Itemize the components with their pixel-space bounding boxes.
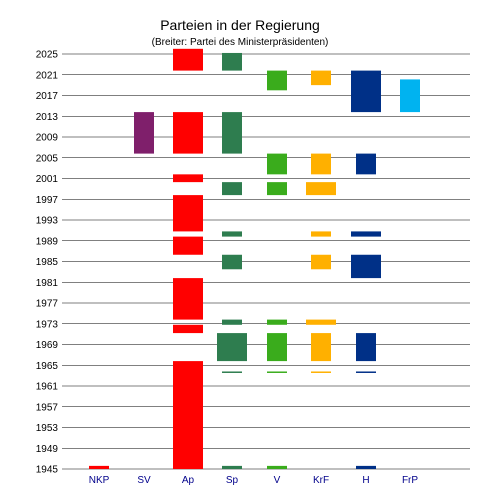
bar-h — [356, 333, 376, 362]
bar-v — [267, 182, 287, 196]
bar-h — [351, 231, 381, 237]
bar-sv — [134, 112, 154, 154]
y-axis-ticks: 1945 1949 1953 1957 1961 1965 1969 1973 1977 1981… — [36, 50, 59, 476]
x-tick-label: H — [362, 475, 369, 486]
bar-ap — [173, 324, 203, 334]
y-tick-label: 2005 — [36, 153, 59, 164]
bar-h — [351, 254, 381, 279]
bar-h — [356, 465, 376, 469]
bar-sp — [217, 333, 247, 362]
y-tick-label: 1949 — [36, 444, 59, 455]
y-tick-label: 2017 — [36, 91, 59, 102]
y-tick-label: 1977 — [36, 299, 59, 310]
bar-nkp — [89, 465, 109, 469]
bar-ap — [173, 278, 203, 320]
bar-h — [356, 371, 376, 373]
bar-frp — [400, 79, 420, 113]
y-tick-label: 1989 — [36, 236, 59, 247]
bar-krf — [311, 153, 331, 175]
chart-title: Parteien in der Regierung — [160, 17, 320, 33]
y-tick-label: 1953 — [36, 423, 59, 434]
y-tick-label: 1969 — [36, 340, 59, 351]
bar-sp — [222, 465, 242, 469]
bar-krf — [311, 371, 331, 373]
y-tick-label: 1961 — [36, 382, 59, 393]
bar-sp — [222, 182, 242, 196]
bar-sp — [222, 112, 242, 154]
y-tick-label: 1997 — [36, 195, 59, 206]
y-tick-label: 2009 — [36, 133, 59, 144]
bar-sp — [222, 371, 242, 373]
bar-ap — [173, 174, 203, 183]
x-tick-label: KrF — [313, 475, 329, 486]
bar-v — [267, 153, 287, 175]
bar-krf — [311, 231, 331, 237]
gridlines — [62, 53, 470, 470]
bar-sp — [222, 52, 242, 71]
bar-ap — [173, 112, 203, 154]
y-tick-label: 2021 — [36, 70, 59, 81]
x-tick-label: V — [274, 475, 281, 486]
bar-ap — [173, 236, 203, 255]
bar-krf — [306, 182, 336, 196]
bar-v — [267, 465, 287, 469]
bar-sp — [222, 319, 242, 325]
bar-krf — [311, 333, 331, 362]
bar-ap — [173, 195, 203, 232]
bar-v — [267, 319, 287, 325]
bars — [89, 48, 420, 469]
bar-krf — [306, 319, 336, 325]
bar-sp — [222, 254, 242, 270]
bar-h — [351, 70, 381, 113]
bar-ap — [173, 48, 203, 71]
y-tick-label: 1945 — [36, 465, 59, 476]
y-tick-label: 1993 — [36, 216, 59, 227]
bar-v — [267, 333, 287, 362]
bar-h — [356, 153, 376, 175]
x-tick-label: Ap — [182, 475, 195, 486]
x-tick-label: SV — [137, 475, 151, 486]
bar-v — [267, 371, 287, 373]
x-tick-label: NKP — [89, 475, 110, 486]
bar-v — [267, 70, 287, 91]
y-tick-label: 1973 — [36, 319, 59, 330]
x-tick-label: FrP — [402, 475, 418, 486]
bar-sp — [222, 231, 242, 237]
y-tick-label: 1957 — [36, 402, 59, 413]
bar-krf — [311, 254, 331, 270]
x-axis-ticks: NKP SV Ap Sp V KrF H FrP — [89, 475, 419, 486]
chart-subtitle: (Breiter: Partei des Ministerpräsidenten… — [152, 37, 329, 48]
y-tick-label: 2025 — [36, 50, 59, 61]
y-tick-label: 2001 — [36, 174, 59, 185]
y-tick-label: 1985 — [36, 257, 59, 268]
x-tick-label: Sp — [226, 475, 239, 486]
y-tick-label: 1981 — [36, 278, 59, 289]
bar-ap — [173, 361, 203, 469]
bar-krf — [311, 70, 331, 86]
y-tick-label: 2013 — [36, 112, 59, 123]
y-tick-label: 1965 — [36, 361, 59, 372]
